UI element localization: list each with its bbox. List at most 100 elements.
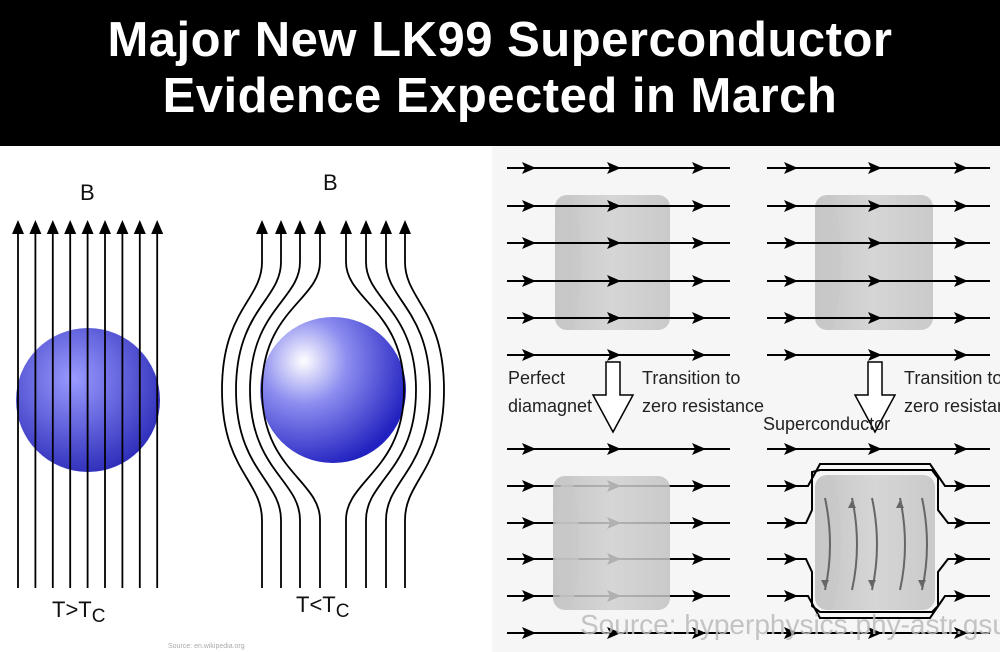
arrowhead-icon bbox=[692, 443, 706, 455]
arrowhead-icon bbox=[522, 349, 536, 361]
current-arrow-icon bbox=[918, 580, 926, 588]
field-line bbox=[249, 232, 301, 588]
arrowhead-icon bbox=[868, 275, 882, 287]
field-line-expelled bbox=[767, 469, 990, 524]
label-line: diamagnet bbox=[508, 396, 592, 416]
arrowhead-icon bbox=[868, 162, 882, 174]
arrowhead-icon bbox=[522, 162, 536, 174]
label-superconductor: Superconductor bbox=[763, 414, 890, 434]
arrowhead-icon bbox=[692, 480, 706, 492]
arrowhead-icon bbox=[784, 275, 798, 287]
headline-line-1: Major New LK99 Superconductor bbox=[107, 13, 893, 67]
arrowhead-icon bbox=[784, 349, 798, 361]
arrowhead-icon bbox=[151, 220, 164, 234]
arrowhead-icon bbox=[522, 200, 536, 212]
arrowhead-icon bbox=[954, 275, 968, 287]
transition-arrow-icon bbox=[591, 361, 635, 434]
arrowhead-icon bbox=[692, 517, 706, 529]
arrowhead-icon bbox=[784, 200, 798, 212]
arrowhead-icon bbox=[784, 443, 798, 455]
arrowhead-icon bbox=[116, 220, 129, 234]
arrowhead-icon bbox=[81, 220, 94, 234]
label-line: Perfect bbox=[508, 368, 565, 388]
arrowhead-icon bbox=[522, 237, 536, 249]
arrowhead-icon bbox=[607, 275, 621, 287]
field-line-expelled bbox=[767, 463, 990, 487]
arrowhead-icon bbox=[607, 312, 621, 324]
field-label-b-1: B bbox=[80, 180, 95, 205]
arrowhead-icon bbox=[692, 349, 706, 361]
cylinder-sample bbox=[553, 476, 670, 610]
arrowhead-icon bbox=[868, 443, 882, 455]
arrowhead-icon bbox=[784, 480, 798, 492]
arrowhead-icon bbox=[399, 220, 411, 234]
arrowhead-icon bbox=[692, 553, 706, 565]
source-wikipedia: Source: en.wikipedia.org bbox=[168, 643, 245, 650]
current-arrow-icon bbox=[821, 580, 829, 588]
arrowhead-icon bbox=[607, 443, 621, 455]
arrowhead-icon bbox=[784, 627, 798, 639]
arrowhead-icon bbox=[954, 443, 968, 455]
headline-banner: Major New LK99 Superconductor Evidence E… bbox=[0, 0, 1000, 146]
arrowhead-icon bbox=[868, 312, 882, 324]
field-line bbox=[235, 232, 282, 588]
caption-sub: C bbox=[92, 606, 106, 627]
arrowhead-icon bbox=[954, 349, 968, 361]
source-hyperphysics: Source: hyperphysics.phy-astr.gsu.edu bbox=[580, 609, 1000, 640]
caption-t-above-tc: T>TC bbox=[52, 597, 105, 627]
label-transition-2: Transition to zero resistance bbox=[904, 368, 1000, 416]
label-line: Transition to bbox=[904, 368, 1000, 388]
field-label-b-2: B bbox=[323, 170, 338, 195]
arrowhead-icon bbox=[46, 220, 59, 234]
label-transition-1: Transition to zero resistance bbox=[642, 368, 764, 416]
arrowhead-icon bbox=[607, 237, 621, 249]
caption-t-below: T<T bbox=[296, 592, 336, 617]
arrowhead-icon bbox=[256, 220, 268, 234]
arrowhead-icon bbox=[784, 517, 798, 529]
label-perfect-diamagnet: Perfect diamagnet bbox=[508, 368, 592, 416]
arrowhead-icon bbox=[607, 627, 621, 639]
arrowhead-icon bbox=[522, 480, 536, 492]
field-line-expelled bbox=[767, 595, 990, 619]
arrowhead-icon bbox=[522, 312, 536, 324]
arrowhead-icon bbox=[954, 312, 968, 324]
arrowhead-icon bbox=[522, 590, 536, 602]
cylinder-sample bbox=[555, 195, 670, 330]
current-arrow-icon bbox=[868, 580, 876, 588]
arrowhead-icon bbox=[607, 349, 621, 361]
label-line: zero resistance bbox=[642, 396, 764, 416]
cylinder-end bbox=[817, 195, 841, 330]
field-line bbox=[221, 232, 263, 588]
arrowhead-icon bbox=[522, 517, 536, 529]
arrowhead-icon bbox=[954, 237, 968, 249]
arrowhead-icon bbox=[868, 200, 882, 212]
label-line: Transition to bbox=[642, 368, 740, 388]
arrowhead-icon bbox=[64, 220, 77, 234]
arrowhead-icon bbox=[692, 200, 706, 212]
arrowhead-icon bbox=[12, 220, 24, 234]
arrowhead-icon bbox=[784, 553, 798, 565]
arrowhead-icon bbox=[380, 220, 392, 234]
arrowhead-icon bbox=[954, 590, 968, 602]
field-line bbox=[345, 232, 405, 588]
arrowhead-icon bbox=[99, 220, 111, 234]
arrowhead-icon bbox=[868, 349, 882, 361]
field-line bbox=[365, 232, 417, 588]
arrowhead-icon bbox=[29, 220, 42, 234]
arrowhead-icon bbox=[954, 517, 968, 529]
arrowhead-icon bbox=[522, 627, 536, 639]
arrowhead-icon bbox=[294, 220, 306, 234]
arrowhead-icon bbox=[522, 443, 536, 455]
sphere-superconducting-state bbox=[260, 317, 406, 463]
meissner-comparison bbox=[507, 162, 990, 639]
arrowhead-icon bbox=[692, 162, 706, 174]
caption-sub: C bbox=[336, 601, 350, 622]
cylinder-sample bbox=[815, 475, 935, 610]
arrowhead-icon bbox=[692, 275, 706, 287]
transition-arrow-icon bbox=[853, 361, 897, 434]
arrowhead-icon bbox=[784, 162, 798, 174]
field-line-expelled bbox=[767, 558, 990, 613]
field-line bbox=[404, 232, 445, 588]
arrowhead-icon bbox=[954, 480, 968, 492]
